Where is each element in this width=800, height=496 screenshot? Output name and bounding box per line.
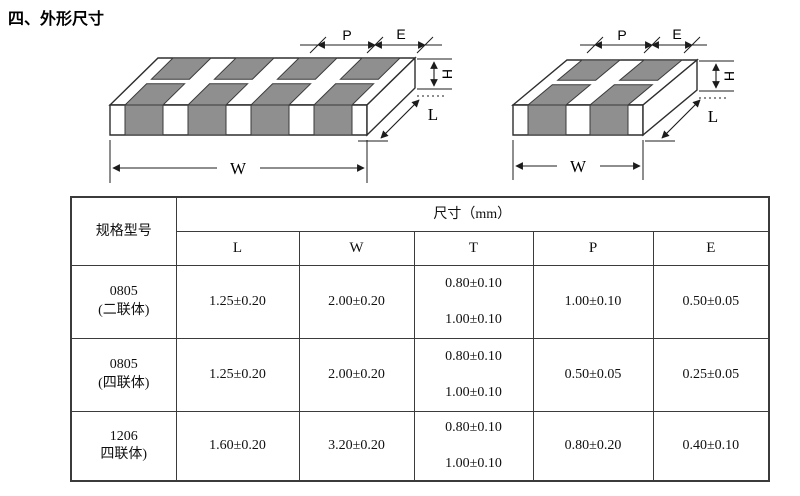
- value-w: 2.00±0.20: [298, 264, 415, 339]
- column-header-t: T: [413, 230, 534, 266]
- dimensions-table: 规格型号 尺寸（mm） L W T P E 0805 (二联体) 1.25±0.…: [70, 196, 771, 482]
- model-variant: (四联体): [98, 375, 150, 391]
- dim-label-p: P: [617, 28, 626, 43]
- size-group-header-cell: 尺寸（mm）: [175, 196, 770, 232]
- value-t-top: 0.80±0.10: [445, 275, 502, 291]
- dimension-h: H: [699, 60, 737, 99]
- chip-array-quad-diagram: W P E H L: [108, 28, 455, 183]
- dimension-p-e: P E: [300, 28, 442, 54]
- dim-label-w: W: [230, 159, 247, 178]
- dimension-w: W: [109, 140, 368, 183]
- value-p: 0.80±0.20: [532, 410, 654, 482]
- table-row: 1206 四联体) 1.60±0.20 3.20±0.20 0.80±0.10 …: [70, 410, 770, 482]
- value-p: 0.50±0.05: [532, 337, 654, 412]
- dim-label-l: L: [708, 107, 718, 126]
- model-cell: 1206 四联体): [70, 410, 177, 482]
- electrode-pads: [526, 59, 684, 136]
- dim-label-w: W: [570, 157, 587, 176]
- corner-header-cell: 规格型号: [70, 196, 177, 266]
- table-row: 0805 (二联体) 1.25±0.20 2.00±0.20 0.80±0.10…: [70, 264, 770, 339]
- page-title: 四、外形尺寸: [8, 11, 105, 28]
- model-name: 0805: [109, 284, 138, 300]
- column-header-p: P: [532, 230, 654, 266]
- electrode-pads: [123, 57, 402, 136]
- model-cell: 0805 (二联体): [70, 264, 177, 339]
- column-header-w: W: [298, 230, 415, 266]
- table-row: 0805 (四联体) 1.25±0.20 2.00±0.20 0.80±0.10…: [70, 337, 770, 412]
- value-l: 1.60±0.20: [175, 410, 300, 482]
- column-header-l: L: [175, 230, 300, 266]
- dim-label-p: P: [342, 28, 351, 43]
- model-name: 0805: [109, 357, 138, 373]
- value-e: 0.40±0.10: [652, 410, 770, 482]
- value-t-bottom: 1.00±0.10: [445, 312, 502, 327]
- value-w: 3.20±0.20: [298, 410, 415, 482]
- dim-label-l: L: [428, 105, 438, 124]
- column-header-e: E: [652, 230, 770, 266]
- chip-array-dual-diagram: W P E H L: [511, 28, 737, 180]
- dimension-l: L: [645, 99, 718, 142]
- value-t-bottom: 1.00±0.10: [445, 456, 502, 472]
- model-variant: (二联体): [98, 302, 150, 318]
- dim-label-h: H: [439, 69, 455, 79]
- dimension-l: L: [358, 99, 438, 142]
- value-p: 1.00±0.10: [532, 264, 654, 339]
- dim-label-h: H: [721, 71, 737, 81]
- dim-label-e: E: [672, 28, 681, 42]
- value-l: 1.25±0.20: [175, 337, 300, 412]
- value-l: 1.25±0.20: [175, 264, 300, 339]
- value-t-bottom: 1.00±0.10: [445, 385, 502, 400]
- value-w: 2.00±0.20: [298, 337, 415, 412]
- value-t: 0.80±0.10 1.00±0.10: [413, 337, 534, 412]
- dimension-h: H: [417, 58, 455, 97]
- value-e: 0.50±0.05: [652, 264, 770, 339]
- value-t: 0.80±0.10 1.00±0.10: [413, 264, 534, 339]
- value-e: 0.25±0.05: [652, 337, 770, 412]
- model-name: 1206: [109, 428, 138, 444]
- value-t-top: 0.80±0.10: [445, 419, 502, 435]
- model-variant: 四联体): [100, 446, 148, 462]
- value-t: 0.80±0.10 1.00±0.10: [413, 410, 534, 482]
- dim-label-e: E: [396, 28, 405, 42]
- dimension-w: W: [512, 140, 644, 180]
- model-cell: 0805 (四联体): [70, 337, 177, 412]
- value-t-top: 0.80±0.10: [445, 348, 502, 364]
- dimension-p-e: P E: [580, 28, 707, 54]
